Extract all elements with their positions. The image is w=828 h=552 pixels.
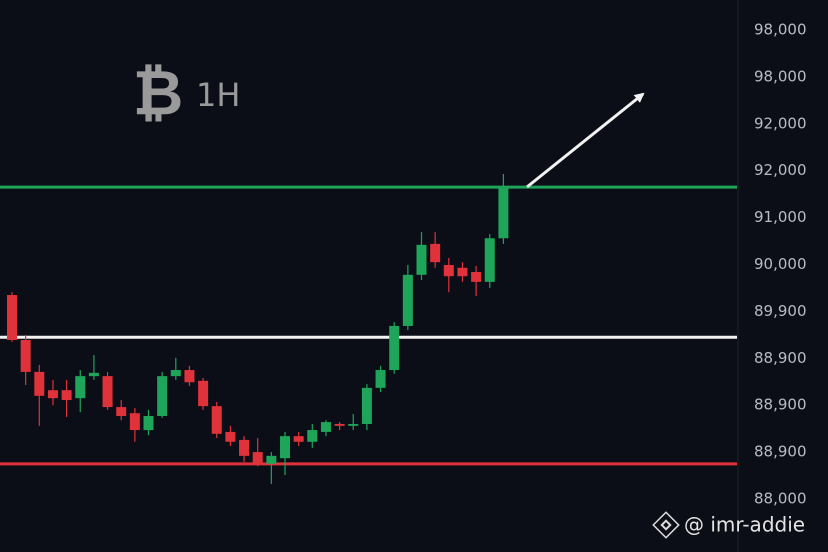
plot — [0, 173, 737, 484]
candle-body — [143, 415, 154, 431]
y-tick-label: 88,900 — [754, 443, 807, 461]
candle-body — [334, 423, 345, 426]
candle-body — [320, 422, 331, 432]
candle-body — [402, 274, 413, 326]
candle-body — [471, 272, 482, 282]
timeframe: 1H — [196, 76, 240, 114]
candle-body — [416, 244, 427, 275]
candle-body — [252, 452, 263, 464]
candle-body — [498, 187, 509, 239]
y-tick-label: 88,900 — [754, 396, 807, 414]
y-tick-label: 92,000 — [754, 114, 807, 132]
candle-body — [61, 390, 72, 401]
candle-body — [88, 372, 99, 377]
y-tick-label: 91,000 — [754, 208, 807, 226]
candle-body — [375, 370, 386, 388]
candle-body — [116, 407, 127, 416]
candle-body — [157, 376, 168, 416]
candle-body — [430, 243, 441, 263]
y-tick-label: 89,900 — [754, 302, 807, 320]
candle-body — [484, 238, 495, 282]
candle-body — [75, 376, 86, 399]
candle-body — [211, 406, 222, 434]
candle-body — [47, 390, 58, 399]
candle-body — [293, 436, 304, 442]
candle-body — [7, 294, 17, 341]
candle-body — [184, 370, 195, 383]
candle-body — [129, 413, 140, 431]
candle-body — [198, 380, 209, 407]
watermark: @ imr-addie — [684, 513, 805, 537]
candle-body — [170, 370, 181, 377]
y-tick-label: 92,000 — [754, 161, 807, 179]
candle-body — [361, 387, 372, 424]
candle-body — [443, 264, 454, 277]
y-tick-label: 98,000 — [754, 67, 807, 85]
candle-body — [34, 371, 45, 396]
arrow — [526, 92, 645, 189]
symbol: ₿ — [133, 56, 184, 129]
watermark-icon — [652, 511, 680, 539]
candle-body — [348, 423, 359, 426]
y-tick-label: 90,000 — [754, 255, 807, 273]
candle-body — [20, 340, 31, 372]
y-tick-label: 98,000 — [754, 21, 807, 39]
candle-body — [102, 376, 113, 408]
candle-body — [457, 267, 468, 277]
candle-body — [389, 325, 400, 371]
candle-body — [266, 455, 277, 464]
candle-body — [307, 430, 318, 442]
candle-body — [280, 436, 290, 459]
candle-body — [225, 431, 236, 442]
y-tick-label: 88,000 — [754, 490, 807, 508]
candle-body — [239, 439, 250, 456]
y-tick-label: 88,900 — [754, 349, 807, 367]
